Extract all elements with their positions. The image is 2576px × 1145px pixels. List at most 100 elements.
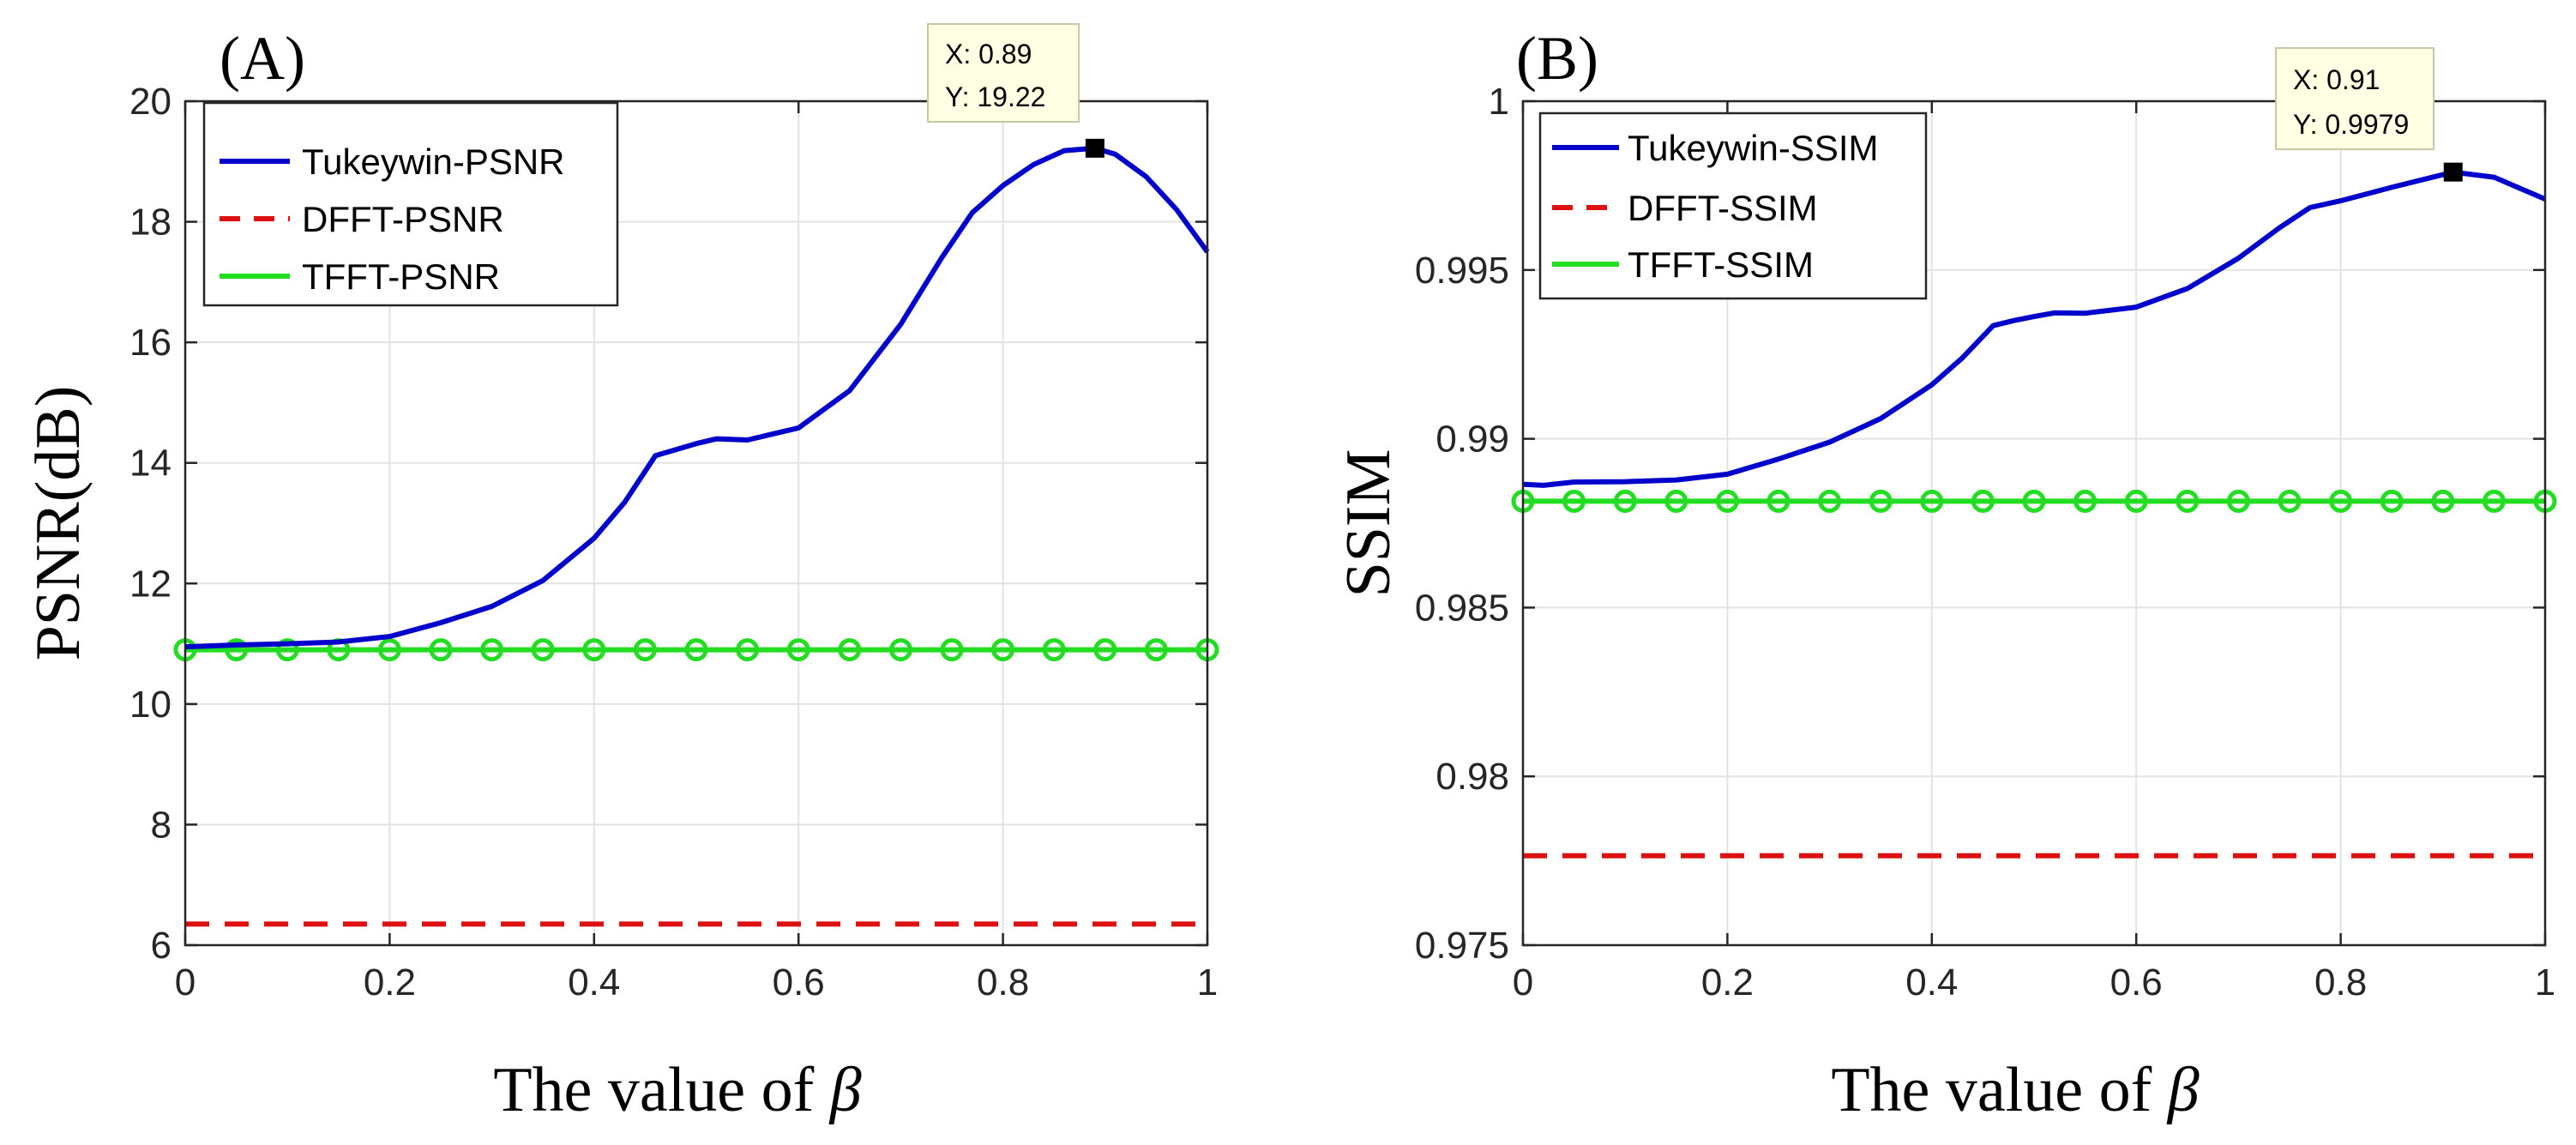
panel-b-series-marker-tfft-ssim-17 xyxy=(2380,489,2404,513)
panel-b-y-tick-label-5: 1 xyxy=(1489,81,1509,123)
panel-b-legend-label-tfft: TFFT-SSIM xyxy=(1628,244,1814,285)
panel-a-y-tick-label-2: 10 xyxy=(129,684,172,726)
panel-b-datatip-box xyxy=(2275,47,2435,150)
panel-b-axes-box xyxy=(1521,99,2547,947)
panel-b-y-axis-label: SSIM xyxy=(1333,449,1404,598)
panel-b-series-marker-tfft-ssim-1 xyxy=(1562,489,1586,513)
panel-a-y-tick-label-7: 20 xyxy=(129,81,172,123)
panel-a-series-marker-tfft-psnr-6 xyxy=(480,638,504,662)
panel-b-x-tick-label-5: 1 xyxy=(2535,961,2555,1003)
panel-b-series-marker-tfft-ssim-19 xyxy=(2482,489,2506,513)
panel-a-series-marker-tfft-psnr-16 xyxy=(991,638,1015,662)
panel-b-series-marker-tfft-ssim-10 xyxy=(2022,489,2046,513)
panel-b-series-marker-tfft-ssim-9 xyxy=(1971,489,1995,513)
panel-a-y-tick-label-1: 8 xyxy=(151,804,172,846)
panel-b-legend-label-dfft: DFFT-SSIM xyxy=(1628,188,1818,228)
panel-a-y-tick-label-5: 16 xyxy=(129,322,172,364)
panel-a-series-marker-tfft-psnr-14 xyxy=(888,638,912,662)
panel-a-axes-box xyxy=(184,99,1209,947)
panel-b-series-marker-tfft-ssim-8 xyxy=(1920,489,1944,513)
panel-a-datatip-y: Y: 19.22 xyxy=(945,81,1045,112)
panel-a-y-tick-label-0: 6 xyxy=(151,925,172,967)
panel-b-series-marker-tfft-ssim-14 xyxy=(2226,489,2250,513)
panel-a-series-marker-tfft-psnr-9 xyxy=(633,638,657,662)
panel-a-x-axis-label-text: The value of xyxy=(493,1055,829,1125)
panel-b-series-marker-tfft-ssim-7 xyxy=(1869,489,1893,513)
panel-a-series-marker-tfft-psnr-17 xyxy=(1042,638,1066,662)
panel-a-series-marker-tfft-psnr-5 xyxy=(429,638,453,662)
panel-a-series-marker-tfft-psnr-19 xyxy=(1144,638,1168,662)
panel-b-series-marker-tfft-ssim-12 xyxy=(2124,489,2148,513)
panel-b-series-marker-tfft-ssim-13 xyxy=(2176,489,2200,513)
panel-a-x-axis-label: The value of β xyxy=(493,1055,861,1125)
panel-a-x-tick-label-4: 0.8 xyxy=(977,961,1029,1003)
panel-a-series-marker-tfft-psnr-7 xyxy=(531,638,555,662)
panel-a-datatip-box xyxy=(927,23,1080,123)
panel-b-y-tick-label-1: 0.98 xyxy=(1435,756,1509,798)
panel-a-series-marker-tfft-psnr-4 xyxy=(377,638,401,662)
panel-a-series xyxy=(173,145,1219,927)
panel-a-label: (A) xyxy=(220,24,305,93)
panel-b-y-tick-label-3: 0.99 xyxy=(1435,419,1509,461)
panel-a-x-tick-label-3: 0.6 xyxy=(773,961,825,1003)
panel-b-series-marker-tfft-ssim-2 xyxy=(1613,489,1637,513)
panel-b-legend-label-tukeywin: Tukeywin-SSIM xyxy=(1628,128,1879,168)
panel-b-series-marker-tfft-ssim-11 xyxy=(2073,489,2098,513)
panel-b-x-tick-label-0: 0 xyxy=(1513,961,1533,1003)
panel-a-series-line-tukeywin-psnr xyxy=(184,145,1210,650)
panel-b-series-marker-tfft-ssim-15 xyxy=(2278,489,2302,513)
panel-b-x-tick-label-4: 0.8 xyxy=(2314,961,2367,1003)
panel-b-datatip-y: Y: 0.9979 xyxy=(2293,109,2409,140)
panel-a-y-tick-label-6: 18 xyxy=(129,202,172,244)
panel-b-series-marker-tfft-ssim-6 xyxy=(1818,489,1842,513)
panel-a-legend-label-tukeywin: Tukeywin-PSNR xyxy=(302,142,565,182)
panel-b-series-line-tukeywin-ssim xyxy=(1522,169,2547,488)
panel-b-series-marker-tfft-ssim-5 xyxy=(1766,489,1791,513)
panel-b-x-axis-label-text: The value of xyxy=(1831,1055,2167,1125)
panel-a-x-axis-label-symbol: β xyxy=(828,1055,862,1125)
panel-b-x-tick-label-2: 0.4 xyxy=(1905,961,1958,1003)
panel-a-y-axis-label: PSNR(dB) xyxy=(23,386,93,661)
panel-b-series-marker-tfft-ssim-3 xyxy=(1664,489,1688,513)
panel-a-series-marker-tfft-psnr-1 xyxy=(225,638,249,662)
panel-a-series-marker-tfft-psnr-13 xyxy=(838,638,862,662)
panel-b-y-tick-label-2: 0.985 xyxy=(1415,587,1509,629)
panel-a-series-marker-tfft-psnr-11 xyxy=(736,638,760,662)
panel-a-x-tick-label-0: 0 xyxy=(175,961,196,1003)
panel-a-x-tick-label-2: 0.4 xyxy=(568,961,620,1003)
panel-a-series-marker-tfft-psnr-15 xyxy=(940,638,964,662)
panel-b-x-axis-label: The value of β xyxy=(1831,1055,2199,1125)
panel-b-series-marker-tfft-ssim-16 xyxy=(2329,489,2353,513)
panel-a-series-marker-tfft-psnr-12 xyxy=(786,638,810,662)
panel-b-x-tick-label-1: 0.2 xyxy=(1701,961,1754,1003)
panel-b-label: (B) xyxy=(1516,24,1598,93)
panel-b-ssim-chart: 0 0.2 0.4 0.6 0.8 1 0.975 0.98 0.985 0.99 0.995 1 (… xyxy=(1333,24,2557,1125)
panel-a-datatip-x: X: 0.89 xyxy=(945,39,1032,69)
panel-a-legend-label-dfft: DFFT-PSNR xyxy=(302,199,504,239)
panel-a-series-marker-tfft-psnr-10 xyxy=(684,638,708,662)
panel-b-datatip[interactable]: X: 0.91 Y: 0.9979 xyxy=(2275,47,2463,182)
panel-a-y-tick-label-3: 12 xyxy=(129,563,172,605)
panel-b-datatip-x: X: 0.91 xyxy=(2293,64,2380,95)
panel-a-datatip-marker[interactable] xyxy=(1085,138,1104,158)
panel-b-x-axis-label-symbol: β xyxy=(2166,1055,2200,1125)
panel-a-series-marker-tfft-psnr-8 xyxy=(582,638,606,662)
panel-a-datatip[interactable]: X: 0.89 Y: 19.22 xyxy=(927,23,1104,158)
panel-b-ticks: 0 0.2 0.4 0.6 0.8 1 0.975 0.98 0.985 0.99 0.995 1 xyxy=(1415,81,2555,1003)
panel-a-x-tick-label-5: 1 xyxy=(1197,961,1218,1003)
panel-b-series-marker-tfft-ssim-18 xyxy=(2431,489,2455,513)
panel-b-legend: Tukeywin-SSIM DFFT-SSIM TFFT-SSIM xyxy=(1538,111,1928,300)
panel-b-series-marker-tfft-ssim-4 xyxy=(1715,489,1739,513)
panel-a-legend-box xyxy=(202,101,619,307)
panel-a-y-tick-label-4: 14 xyxy=(129,443,172,485)
panel-b-y-tick-label-0: 0.975 xyxy=(1415,925,1509,967)
panel-b-datatip-marker[interactable] xyxy=(2443,162,2463,182)
panel-b-x-tick-label-3: 0.6 xyxy=(2110,961,2163,1003)
panel-a-legend-label-tfft: TFFT-PSNR xyxy=(302,256,500,297)
panel-a-series-marker-tfft-psnr-18 xyxy=(1093,638,1117,662)
panel-a-series-marker-tfft-psnr-2 xyxy=(275,638,299,662)
panel-a-x-tick-label-1: 0.2 xyxy=(364,961,416,1003)
